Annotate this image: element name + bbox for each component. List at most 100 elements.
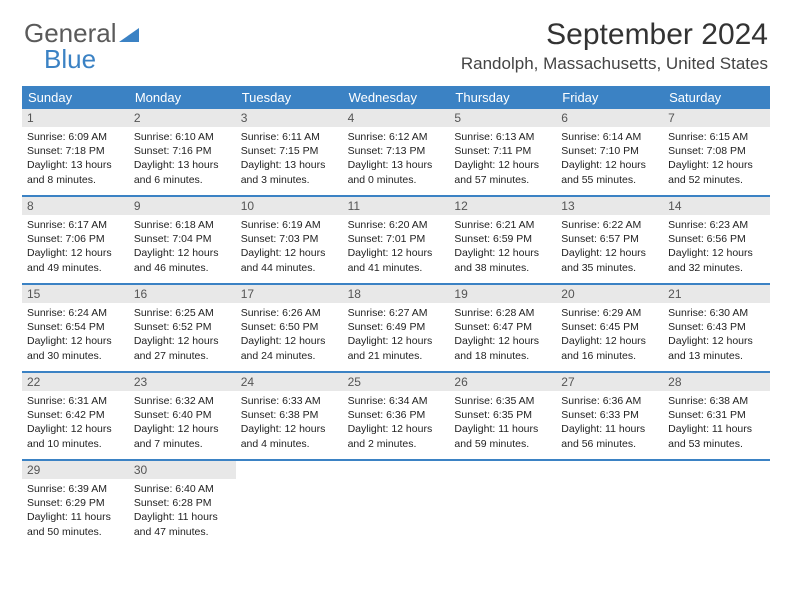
logo-part2: Blue [44, 44, 96, 75]
title-block: September 2024 Randolph, Massachusetts, … [461, 18, 768, 74]
cell-line-sunrise: Sunrise: 6:30 AM [668, 306, 765, 320]
cell-line-sunrise: Sunrise: 6:18 AM [134, 218, 231, 232]
day-number: 30 [129, 461, 236, 479]
cell-line-daylight1: Daylight: 11 hours [561, 422, 658, 436]
day-number: 16 [129, 285, 236, 303]
cell-line-sunrise: Sunrise: 6:39 AM [27, 482, 124, 496]
cell-line-daylight1: Daylight: 12 hours [27, 246, 124, 260]
cell-line-sunrise: Sunrise: 6:17 AM [27, 218, 124, 232]
day-cell: 5 Sunrise: 6:13 AMSunset: 7:11 PMDaylight… [449, 109, 556, 195]
day-header-cell: Monday [129, 86, 236, 109]
weeks-container: 1Sunrise: 6:09 AMSunset: 7:18 PMDaylight… [22, 109, 770, 547]
day-cell: 30Sunrise: 6:40 AMSunset: 6:28 PMDayligh… [129, 461, 236, 547]
day-cell: 14Sunrise: 6:23 AMSunset: 6:56 PMDayligh… [663, 197, 770, 283]
cell-line-daylight1: Daylight: 12 hours [454, 158, 551, 172]
cell-line-daylight1: Daylight: 12 hours [348, 422, 445, 436]
cell-line-daylight2: and 49 minutes. [27, 261, 124, 275]
cell-line-sunset: Sunset: 6:57 PM [561, 232, 658, 246]
cell-line-daylight1: Daylight: 12 hours [454, 334, 551, 348]
cell-line-sunset: Sunset: 6:31 PM [668, 408, 765, 422]
cell-line-daylight1: Daylight: 12 hours [668, 246, 765, 260]
day-cell: 17Sunrise: 6:26 AMSunset: 6:50 PMDayligh… [236, 285, 343, 371]
cell-line-daylight2: and 3 minutes. [241, 173, 338, 187]
cell-line-sunset: Sunset: 6:54 PM [27, 320, 124, 334]
day-cell: 3Sunrise: 6:11 AMSunset: 7:15 PMDaylight… [236, 109, 343, 195]
day-header-cell: Tuesday [236, 86, 343, 109]
day-number: 19 [449, 285, 556, 303]
day-number: 23 [129, 373, 236, 391]
cell-line-daylight2: and 32 minutes. [668, 261, 765, 275]
day-number: 10 [236, 197, 343, 215]
cell-line-daylight1: Daylight: 12 hours [241, 246, 338, 260]
day-cell: 6Sunrise: 6:14 AMSunset: 7:10 PMDaylight… [556, 109, 663, 195]
cell-line-sunrise: Sunrise: 6:21 AM [454, 218, 551, 232]
day-number: 14 [663, 197, 770, 215]
cell-line-sunset: Sunset: 6:52 PM [134, 320, 231, 334]
cell-line-daylight1: Daylight: 12 hours [241, 334, 338, 348]
cell-line-daylight2: and 46 minutes. [134, 261, 231, 275]
day-cell: 16 Sunrise: 6:25 AMSunset: 6:52 PMDayligh… [129, 285, 236, 371]
cell-line-daylight2: and 53 minutes. [668, 437, 765, 451]
day-number: 7 [663, 109, 770, 127]
cell-line-sunrise: Sunrise: 6:12 AM [348, 130, 445, 144]
day-number: 15 [22, 285, 129, 303]
cell-line-sunrise: Sunrise: 6:13 AM [454, 130, 551, 144]
day-number: 5 [449, 109, 556, 127]
cell-line-sunrise: Sunrise: 6:14 AM [561, 130, 658, 144]
cell-line-sunset: Sunset: 6:45 PM [561, 320, 658, 334]
cell-line-sunset: Sunset: 6:38 PM [241, 408, 338, 422]
day-number: 12 [449, 197, 556, 215]
cell-line-sunset: Sunset: 6:47 PM [454, 320, 551, 334]
cell-line-sunset: Sunset: 6:35 PM [454, 408, 551, 422]
cell-line-sunrise: Sunrise: 6:38 AM [668, 394, 765, 408]
cell-line-daylight1: Daylight: 12 hours [27, 334, 124, 348]
logo-triangle-icon [119, 18, 139, 49]
cell-line-sunset: Sunset: 7:11 PM [454, 144, 551, 158]
cell-line-daylight1: Daylight: 12 hours [668, 334, 765, 348]
day-number: 29 [22, 461, 129, 479]
cell-line-daylight1: Daylight: 12 hours [348, 246, 445, 260]
week-row: 15Sunrise: 6:24 AMSunset: 6:54 PMDayligh… [22, 285, 770, 373]
day-cell: 18Sunrise: 6:27 AMSunset: 6:49 PMDayligh… [343, 285, 450, 371]
cell-line-sunrise: Sunrise: 6:28 AM [454, 306, 551, 320]
cell-line-daylight2: and 55 minutes. [561, 173, 658, 187]
cell-line-sunset: Sunset: 7:06 PM [27, 232, 124, 246]
cell-line-daylight2: and 50 minutes. [27, 525, 124, 539]
cell-line-sunrise: Sunrise: 6:29 AM [561, 306, 658, 320]
cell-line-daylight2: and 8 minutes. [27, 173, 124, 187]
empty-cell [236, 461, 343, 547]
week-row: 8Sunrise: 6:17 AMSunset: 7:06 PMDaylight… [22, 197, 770, 285]
day-cell: 12Sunrise: 6:21 AMSunset: 6:59 PMDayligh… [449, 197, 556, 283]
calendar: SundayMondayTuesdayWednesdayThursdayFrid… [22, 86, 770, 547]
day-cell: 2Sunrise: 6:10 AMSunset: 7:16 PMDaylight… [129, 109, 236, 195]
day-number: 20 [556, 285, 663, 303]
cell-line-sunrise: Sunrise: 6:23 AM [668, 218, 765, 232]
cell-line-sunrise: Sunrise: 6:25 AM [134, 306, 231, 320]
day-number: 27 [556, 373, 663, 391]
cell-line-daylight2: and 52 minutes. [668, 173, 765, 187]
cell-line-daylight2: and 38 minutes. [454, 261, 551, 275]
cell-line-daylight2: and 13 minutes. [668, 349, 765, 363]
day-cell: 24Sunrise: 6:33 AMSunset: 6:38 PMDayligh… [236, 373, 343, 459]
day-cell: 20Sunrise: 6:29 AMSunset: 6:45 PMDayligh… [556, 285, 663, 371]
cell-line-daylight2: and 47 minutes. [134, 525, 231, 539]
cell-line-sunset: Sunset: 6:29 PM [27, 496, 124, 510]
cell-line-daylight2: and 4 minutes. [241, 437, 338, 451]
cell-line-daylight2: and 6 minutes. [134, 173, 231, 187]
cell-line-sunset: Sunset: 7:03 PM [241, 232, 338, 246]
cell-line-daylight1: Daylight: 12 hours [134, 334, 231, 348]
cell-line-sunset: Sunset: 7:01 PM [348, 232, 445, 246]
cell-line-sunrise: Sunrise: 6:10 AM [134, 130, 231, 144]
week-row: 29Sunrise: 6:39 AMSunset: 6:29 PMDayligh… [22, 461, 770, 547]
day-number: 24 [236, 373, 343, 391]
cell-line-daylight1: Daylight: 13 hours [348, 158, 445, 172]
cell-line-sunrise: Sunrise: 6:15 AM [668, 130, 765, 144]
day-number: 2 [129, 109, 236, 127]
cell-line-daylight1: Daylight: 13 hours [134, 158, 231, 172]
cell-line-sunrise: Sunrise: 6:32 AM [134, 394, 231, 408]
cell-line-daylight2: and 18 minutes. [454, 349, 551, 363]
empty-cell [556, 461, 663, 547]
day-number: 11 [343, 197, 450, 215]
cell-line-sunset: Sunset: 7:08 PM [668, 144, 765, 158]
cell-line-sunset: Sunset: 6:33 PM [561, 408, 658, 422]
